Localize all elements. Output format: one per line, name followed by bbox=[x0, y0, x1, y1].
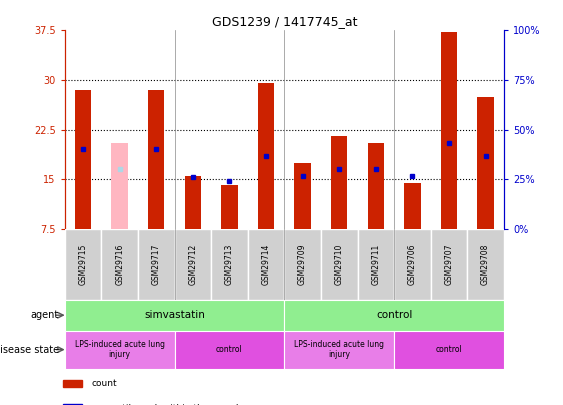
Bar bbox=[331, 136, 347, 229]
Text: GSM29706: GSM29706 bbox=[408, 243, 417, 285]
Bar bbox=[211, 229, 248, 300]
Bar bbox=[175, 330, 284, 369]
Text: GSM29714: GSM29714 bbox=[262, 243, 270, 285]
Text: GSM29717: GSM29717 bbox=[152, 243, 160, 285]
Text: percentile rank within the sample: percentile rank within the sample bbox=[91, 403, 244, 405]
Bar bbox=[467, 229, 504, 300]
Text: control: control bbox=[216, 345, 243, 354]
Bar bbox=[441, 32, 457, 229]
Text: control: control bbox=[436, 345, 462, 354]
Bar bbox=[404, 183, 421, 229]
Text: count: count bbox=[91, 379, 117, 388]
Bar bbox=[294, 163, 311, 229]
Bar bbox=[258, 83, 274, 229]
Bar bbox=[321, 229, 358, 300]
Text: GSM29708: GSM29708 bbox=[481, 243, 490, 285]
Bar bbox=[431, 229, 467, 300]
Bar bbox=[65, 300, 284, 330]
Bar bbox=[75, 90, 91, 229]
Text: GSM29716: GSM29716 bbox=[115, 243, 124, 285]
Text: GSM29707: GSM29707 bbox=[445, 243, 453, 285]
Bar bbox=[284, 330, 394, 369]
Bar bbox=[477, 96, 494, 229]
Bar bbox=[394, 330, 504, 369]
Text: LPS-induced acute lung
injury: LPS-induced acute lung injury bbox=[75, 340, 164, 359]
Text: agent: agent bbox=[31, 310, 59, 320]
Text: GSM29715: GSM29715 bbox=[79, 243, 87, 285]
Text: GSM29712: GSM29712 bbox=[189, 244, 197, 285]
Bar bbox=[65, 229, 101, 300]
Text: GSM29709: GSM29709 bbox=[298, 243, 307, 285]
Bar bbox=[148, 90, 164, 229]
Text: simvastatin: simvastatin bbox=[144, 310, 205, 320]
Bar bbox=[248, 229, 284, 300]
Text: GSM29711: GSM29711 bbox=[372, 244, 380, 285]
Bar bbox=[185, 176, 201, 229]
Bar bbox=[62, 380, 82, 387]
Bar bbox=[368, 143, 384, 229]
Bar bbox=[175, 229, 211, 300]
Text: GSM29713: GSM29713 bbox=[225, 243, 234, 285]
Bar bbox=[101, 229, 138, 300]
Bar bbox=[284, 300, 504, 330]
Title: GDS1239 / 1417745_at: GDS1239 / 1417745_at bbox=[212, 15, 357, 28]
Bar bbox=[138, 229, 175, 300]
Bar bbox=[284, 229, 321, 300]
Text: LPS-induced acute lung
injury: LPS-induced acute lung injury bbox=[294, 340, 384, 359]
Text: control: control bbox=[376, 310, 412, 320]
Text: GSM29710: GSM29710 bbox=[335, 243, 343, 285]
Bar bbox=[111, 143, 128, 229]
Bar bbox=[65, 330, 175, 369]
Bar bbox=[394, 229, 431, 300]
Text: disease state: disease state bbox=[0, 345, 59, 355]
Bar bbox=[221, 185, 238, 229]
Bar bbox=[358, 229, 394, 300]
